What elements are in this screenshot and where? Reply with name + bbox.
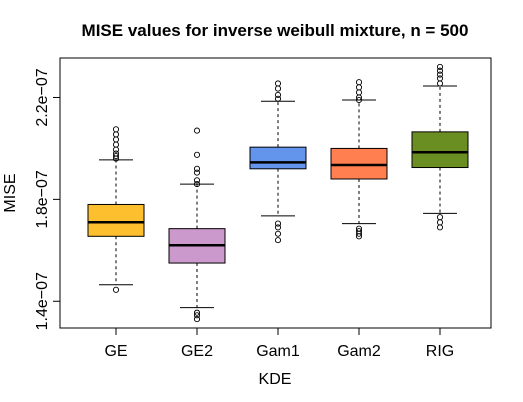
outlier-point [355, 84, 363, 91]
boxplot-rig [411, 63, 469, 231]
outlier-point [274, 224, 282, 231]
boxplot-gam1 [249, 80, 307, 244]
outlier-point [193, 309, 201, 316]
boxplot-gam2 [330, 79, 388, 240]
y-tick-label: 1.8e−07 [34, 170, 51, 228]
outlier-point [274, 80, 282, 87]
outlier-point [193, 316, 201, 323]
iqr-box [330, 147, 388, 180]
outlier-point [112, 141, 120, 148]
x-tick-label: Gam2 [337, 343, 381, 360]
iqr-box [411, 131, 469, 169]
outlier-point [436, 75, 444, 82]
iqr-box [249, 146, 307, 170]
outlier-point [355, 228, 363, 235]
y-tick-label: 1.4e−07 [34, 272, 51, 330]
boxplots [87, 63, 469, 323]
axis-ticks: 1.4e−07 1.8e−07 2.2e−07 GE GE2 Gam1 Gam2 RIG [34, 68, 454, 360]
outlier-point [436, 63, 444, 70]
outlier-point [436, 224, 444, 231]
outlier-point [193, 181, 201, 188]
outlier-point [274, 230, 282, 237]
outlier-point [193, 169, 201, 176]
outlier-point [193, 151, 201, 158]
x-axis-label: KDE [259, 371, 292, 388]
iqr-box [87, 203, 145, 237]
outlier-point [274, 95, 282, 102]
outlier-point [112, 136, 120, 143]
outlier-point [436, 80, 444, 87]
boxplot-ge2 [168, 127, 226, 323]
outlier-point [112, 150, 120, 157]
outlier-point [274, 85, 282, 92]
outlier-point [274, 237, 282, 244]
outlier-point [112, 153, 120, 160]
chart-title: MISE values for inverse weibull mixture,… [82, 21, 469, 40]
outlier-point [355, 96, 363, 104]
outlier-point [193, 312, 201, 319]
outlier-point [112, 286, 120, 293]
outlier-point [355, 79, 363, 86]
outlier-point [436, 67, 444, 74]
x-tick-label: GE [104, 343, 127, 360]
outlier-point [274, 220, 282, 227]
outlier-point [436, 71, 444, 78]
y-axis-label: MISE [2, 173, 19, 212]
outlier-point [193, 165, 201, 172]
outlier-point [112, 146, 120, 153]
outlier-point [436, 219, 444, 226]
y-tick-label: 2.2e−07 [34, 68, 51, 126]
outlier-point [355, 225, 363, 232]
outlier-point [355, 89, 363, 96]
x-tick-label: Gam1 [256, 343, 300, 360]
outlier-point [193, 127, 201, 134]
outlier-point [193, 177, 201, 184]
outlier-point [436, 214, 444, 221]
x-tick-label: RIG [426, 343, 454, 360]
outlier-point [274, 91, 282, 98]
boxplot-ge [87, 126, 145, 293]
plot-frame [59, 57, 492, 329]
x-tick-label: GE2 [181, 343, 213, 360]
outlier-point [112, 131, 120, 138]
outlier-point [112, 126, 120, 133]
